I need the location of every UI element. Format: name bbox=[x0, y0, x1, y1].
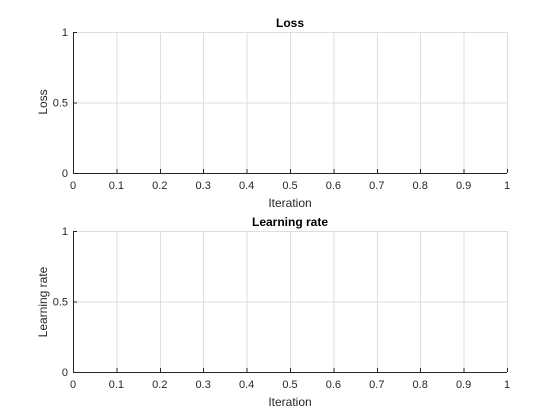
loss-x-tick-label: 1 bbox=[504, 180, 510, 192]
loss-axes: Loss Iteration Loss 0 0.1 0.2 0.3 0.4 0.5 0.6 0… bbox=[36, 16, 510, 210]
learning-rate-y-tick-label: 0.5 bbox=[53, 297, 68, 309]
loss-y-label: Loss bbox=[36, 89, 50, 114]
learning-rate-x-tick-label: 0.8 bbox=[413, 379, 428, 391]
learning-rate-x-tick-label: 0.5 bbox=[282, 379, 297, 391]
loss-title: Loss bbox=[276, 16, 304, 30]
learning-rate-x-tick-label: 0.1 bbox=[109, 379, 124, 391]
learning-rate-x-tick-label: 0.6 bbox=[326, 379, 341, 391]
loss-y-tick-label: 1 bbox=[62, 27, 68, 39]
loss-x-tick-label: 0.8 bbox=[413, 180, 428, 192]
learning-rate-x-tick-label: 0.9 bbox=[456, 379, 471, 391]
loss-x-tick-label: 0.2 bbox=[152, 180, 167, 192]
learning-rate-x-tick-label: 1 bbox=[504, 379, 510, 391]
loss-y-tick-label: 0.5 bbox=[53, 98, 68, 110]
loss-x-tick-label: 0.4 bbox=[239, 180, 254, 192]
loss-x-tick-label: 0.7 bbox=[369, 180, 384, 192]
learning-rate-y-label: Learning rate bbox=[36, 266, 50, 337]
loss-x-tick-label: 0.5 bbox=[282, 180, 297, 192]
learning-rate-y-tick-label: 0 bbox=[62, 367, 68, 379]
loss-x-label: Iteration bbox=[268, 196, 311, 210]
loss-x-tick-label: 0 bbox=[70, 180, 76, 192]
loss-x-tick-label: 0.9 bbox=[456, 180, 471, 192]
loss-x-tick-label: 0.1 bbox=[109, 180, 124, 192]
learning-rate-x-tick-label: 0.4 bbox=[239, 379, 254, 391]
loss-x-tick-label: 0.3 bbox=[196, 180, 211, 192]
learning-rate-x-tick-label: 0.2 bbox=[152, 379, 167, 391]
loss-y-tick-label: 0 bbox=[62, 168, 68, 180]
learning-rate-x-tick-label: 0.7 bbox=[369, 379, 384, 391]
learning-rate-x-tick-label: 0 bbox=[70, 379, 76, 391]
loss-x-tick-label: 0.6 bbox=[326, 180, 341, 192]
learning-rate-title: Learning rate bbox=[252, 215, 328, 229]
learning-rate-x-label: Iteration bbox=[268, 395, 311, 409]
learning-rate-x-tick-label: 0.3 bbox=[196, 379, 211, 391]
learning-rate-y-tick-label: 1 bbox=[62, 226, 68, 238]
